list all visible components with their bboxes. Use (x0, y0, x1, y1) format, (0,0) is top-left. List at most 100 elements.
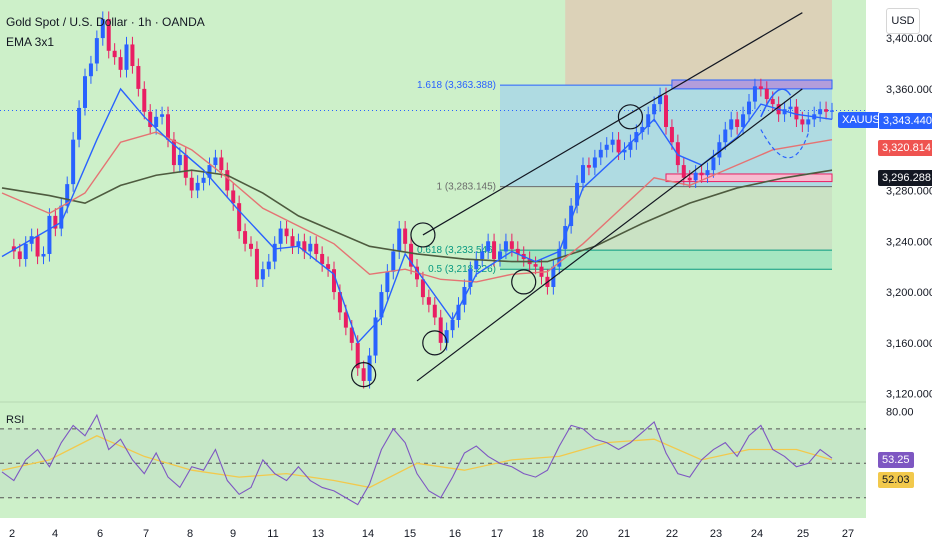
candle-body (468, 269, 473, 287)
candle-body (616, 139, 621, 153)
candle-body (450, 320, 455, 331)
x-tick-label: 7 (143, 528, 149, 540)
pivot-circle (351, 362, 377, 388)
rsi-ma-value-tag: 52.03 (878, 472, 914, 488)
candle-body (675, 142, 680, 166)
x-tick-label: 13 (312, 528, 324, 540)
candle-body (142, 88, 147, 112)
candle-body (486, 241, 491, 252)
candle-body (100, 19, 105, 39)
candle-body (693, 172, 698, 181)
candle-body (503, 241, 508, 252)
x-tick-label: 20 (576, 528, 588, 540)
fib-zone-grey (500, 186, 832, 251)
candle-body (130, 44, 135, 67)
candle-body (65, 184, 70, 206)
candle-body (278, 228, 283, 244)
candle-body (551, 266, 556, 287)
candle-body (225, 170, 230, 191)
candle-body (118, 57, 123, 70)
x-tick-label: 18 (532, 528, 544, 540)
candle-body (628, 142, 633, 150)
candle-body (219, 157, 224, 171)
fib-1618-label: 1.618 (3,363.388) (417, 80, 496, 91)
candle-body (94, 38, 99, 64)
candle-body (711, 157, 716, 171)
candle-body (272, 243, 277, 262)
candle-body (367, 355, 372, 381)
x-tick-label: 17 (491, 528, 503, 540)
candle-body (231, 190, 236, 204)
candle-body (664, 95, 668, 127)
candle-body (818, 109, 823, 115)
candle-body (770, 99, 775, 105)
candle-body (213, 157, 218, 166)
candle-body (260, 269, 265, 280)
candle-body (699, 172, 704, 176)
candle-body (586, 165, 591, 168)
candle-body (824, 109, 829, 112)
chart-header: Gold Spot / U.S. Dollar · 1h · OANDA EMA… (6, 12, 205, 52)
ema-red-price-tag: 3,320.814 (878, 140, 932, 156)
candle-body (800, 119, 805, 125)
chart-title: Gold Spot / U.S. Dollar · 1h · OANDA (6, 15, 205, 29)
x-tick-label: 11 (267, 528, 278, 540)
candle-body (432, 304, 437, 318)
candle-body (444, 330, 449, 343)
candle-body (569, 205, 574, 227)
candle-body (296, 241, 301, 247)
candle-body (337, 292, 342, 313)
candle-body (788, 106, 793, 110)
candle-body (426, 297, 431, 305)
candle-body (88, 63, 93, 77)
x-tick-label: 27 (842, 528, 854, 540)
current-price-tag: 3,343.440 (878, 112, 932, 130)
candle-body (604, 144, 609, 150)
y-tick-label: 3,200.000 (886, 287, 932, 299)
candle-body (830, 110, 834, 112)
candle-body (723, 129, 728, 143)
candle-body (243, 231, 248, 244)
candle-body (71, 139, 76, 185)
candle-body (747, 101, 751, 115)
y-tick-label: 3,120.000 (886, 389, 932, 401)
candle-body (420, 279, 425, 298)
candle-body (622, 149, 627, 153)
candle-body (598, 149, 603, 158)
candle-body (646, 114, 651, 127)
candle-body (705, 170, 710, 176)
candle-body (681, 165, 686, 178)
candle-body (581, 165, 585, 183)
currency-button[interactable]: USD (886, 8, 920, 34)
candle-body (640, 126, 645, 133)
candle-body (717, 142, 722, 158)
candle-body (782, 109, 787, 115)
channel-lower-line (416, 88, 803, 382)
candle-body (509, 241, 514, 249)
candle-body (320, 253, 325, 265)
candle-body (391, 251, 396, 272)
pivot-circle (511, 269, 537, 295)
candle-body (403, 228, 408, 244)
candle-body (47, 215, 52, 254)
resistance-box (671, 79, 833, 90)
channel-upper-line (422, 12, 803, 236)
target-zone (565, 0, 832, 86)
candle-body (302, 241, 307, 252)
candle-body (687, 177, 692, 181)
rsi-line (1, 413, 833, 506)
candle-body (237, 203, 242, 232)
y-tick-label: 3,360.000 (886, 84, 932, 96)
candle-body (189, 177, 194, 191)
candle-body (480, 251, 485, 260)
pivot-circle (410, 222, 436, 248)
candle-body (735, 119, 740, 127)
fib-zone-green (500, 250, 832, 270)
pivot-circle (422, 330, 448, 356)
ema-slow-line (1, 169, 833, 263)
x-tick-label: 2 (9, 528, 15, 540)
candle-body (183, 154, 188, 178)
rsi-value-tag: 53.25 (878, 452, 914, 468)
